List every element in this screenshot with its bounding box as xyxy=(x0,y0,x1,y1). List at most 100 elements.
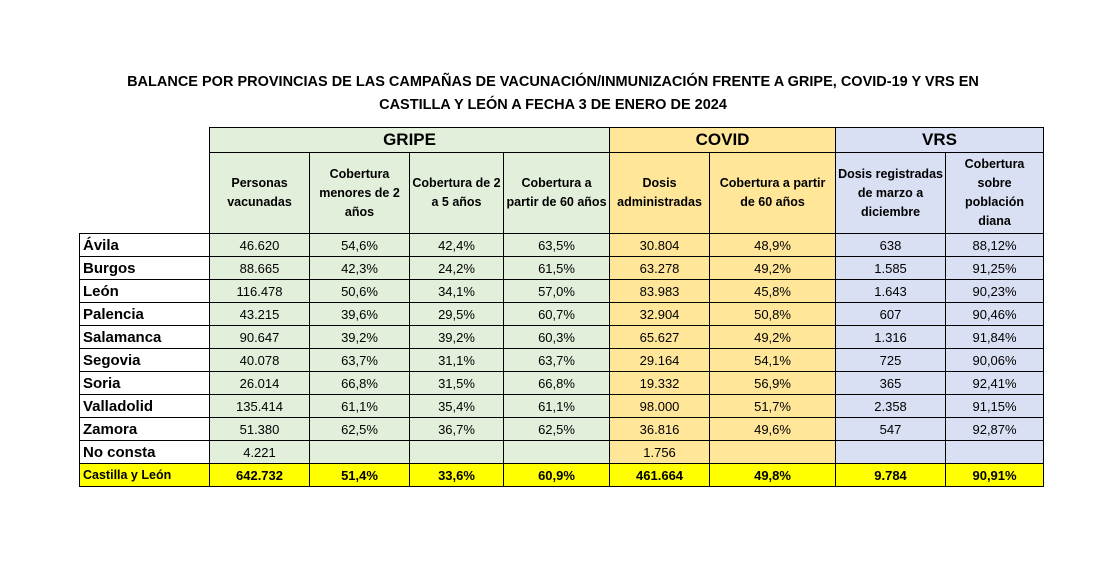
cell: 34,1% xyxy=(409,279,504,303)
group-row: GRIPE COVID VRS xyxy=(79,127,1045,153)
cell: 39,2% xyxy=(409,325,504,349)
cell: 62,5% xyxy=(502,417,611,441)
cell xyxy=(309,440,410,464)
column-header: Cobertura a partir de 60 años xyxy=(502,152,611,234)
blank xyxy=(79,152,210,234)
cell: 60,7% xyxy=(502,302,611,326)
cell: 365 xyxy=(835,371,947,395)
data-row: Ávila 46.620 54,6% 42,4% 63,5% 30.804 48,9% 638… xyxy=(79,233,1045,257)
column-header: Cobertura menores de 2 años xyxy=(309,152,410,234)
province: Burgos xyxy=(79,256,210,280)
column-header: Cobertura sobre población diana xyxy=(945,152,1045,234)
cell: 607 xyxy=(835,302,947,326)
cell: 40.078 xyxy=(209,348,310,372)
cell: 57,0% xyxy=(502,279,611,303)
data-row: Palencia 43.215 39,6% 29,5% 60,7% 32.904 50,8%… xyxy=(79,302,1045,326)
cell xyxy=(409,440,504,464)
cell: 90.647 xyxy=(209,325,310,349)
cell: 61,1% xyxy=(502,394,611,418)
title-line: BALANCE POR PROVINCIAS DE LAS CAMPAÑAS D… xyxy=(127,74,979,90)
province: Castilla y León xyxy=(79,463,210,487)
cell: 35,4% xyxy=(409,394,504,418)
cell: 547 xyxy=(835,417,947,441)
cell: 51,7% xyxy=(709,394,837,418)
cell: 42,4% xyxy=(409,233,504,257)
cell: 19.332 xyxy=(609,371,711,395)
cell: 49,2% xyxy=(709,256,837,280)
cell: 98.000 xyxy=(609,394,711,418)
title-line: CASTILLA Y LEÓN A FECHA 3 DE ENERO DE 20… xyxy=(379,97,727,113)
cell: 32.904 xyxy=(609,302,711,326)
data-row: No consta 4.221 1.756 xyxy=(79,440,1045,464)
cell: 88.665 xyxy=(209,256,310,280)
cell: 31,1% xyxy=(409,348,504,372)
data-row: Zamora 51.380 62,5% 36,7% 62,5% 36.816 49,6% 54… xyxy=(79,417,1045,441)
cell: 92,87% xyxy=(945,417,1045,441)
cell xyxy=(709,440,837,464)
cell: 91,15% xyxy=(945,394,1045,418)
cell: 45,8% xyxy=(709,279,837,303)
cell: 42,3% xyxy=(309,256,410,280)
cell: 29.164 xyxy=(609,348,711,372)
cell: 135.414 xyxy=(209,394,310,418)
province: Soria xyxy=(79,371,210,395)
province: Zamora xyxy=(79,417,210,441)
cell xyxy=(945,440,1045,464)
cell: 33,6% xyxy=(409,463,504,487)
cell: 9.784 xyxy=(835,463,947,487)
cell: 48,9% xyxy=(709,233,837,257)
column-header: Dosis registradas de marzo a diciembre xyxy=(835,152,947,234)
cell xyxy=(502,440,611,464)
cell: 90,06% xyxy=(945,348,1045,372)
header-row: Personas vacunadas Cobertura menores de 2… xyxy=(79,152,1045,234)
cell: 54,6% xyxy=(309,233,410,257)
cell: 51.380 xyxy=(209,417,310,441)
cell: 90,91% xyxy=(945,463,1045,487)
cell: 60,9% xyxy=(502,463,611,487)
column-header: Cobertura a partir de 60 años xyxy=(709,152,837,234)
cell: 49,2% xyxy=(709,325,837,349)
blank xyxy=(79,127,210,153)
cell: 49,8% xyxy=(709,463,837,487)
province: Ávila xyxy=(79,233,210,257)
cell: 88,12% xyxy=(945,233,1045,257)
cell xyxy=(835,440,947,464)
cell: 66,8% xyxy=(502,371,611,395)
group-header: GRIPE xyxy=(208,127,611,153)
cell: 1.643 xyxy=(835,279,947,303)
province: Valladolid xyxy=(79,394,210,418)
cell: 2.358 xyxy=(835,394,947,418)
cell: 1.316 xyxy=(835,325,947,349)
cell: 63,7% xyxy=(309,348,410,372)
cell: 60,3% xyxy=(502,325,611,349)
cell: 36.816 xyxy=(609,417,711,441)
group-header: VRS xyxy=(835,127,1045,153)
cell: 24,2% xyxy=(409,256,504,280)
data-row: Salamanca 90.647 39,2% 39,2% 60,3% 65.627 49,2… xyxy=(79,325,1045,349)
cell: 66,8% xyxy=(309,371,410,395)
cell: 63,5% xyxy=(502,233,611,257)
province: Segovia xyxy=(79,348,210,372)
province: León xyxy=(79,279,210,303)
cell: 29,5% xyxy=(409,302,504,326)
cell: 31,5% xyxy=(409,371,504,395)
cell: 4.221 xyxy=(209,440,310,464)
cell: 461.664 xyxy=(609,463,711,487)
province: Palencia xyxy=(79,302,210,326)
cell: 39,6% xyxy=(309,302,410,326)
province: No consta xyxy=(79,440,210,464)
cell: 39,2% xyxy=(309,325,410,349)
cell: 725 xyxy=(835,348,947,372)
cell: 54,1% xyxy=(709,348,837,372)
data-row: León 116.478 50,6% 34,1% 57,0% 83.983 45,8% 1.6… xyxy=(79,279,1045,303)
cell: 1.756 xyxy=(609,440,711,464)
cell: 43.215 xyxy=(209,302,310,326)
cell: 65.627 xyxy=(609,325,711,349)
data-row: Castilla y León 642.732 51,4% 33,6% 60,9% 461… xyxy=(79,463,1045,487)
cell: 30.804 xyxy=(609,233,711,257)
cell: 62,5% xyxy=(309,417,410,441)
cell: 90,23% xyxy=(945,279,1045,303)
cell: 638 xyxy=(835,233,947,257)
cell: 49,6% xyxy=(709,417,837,441)
